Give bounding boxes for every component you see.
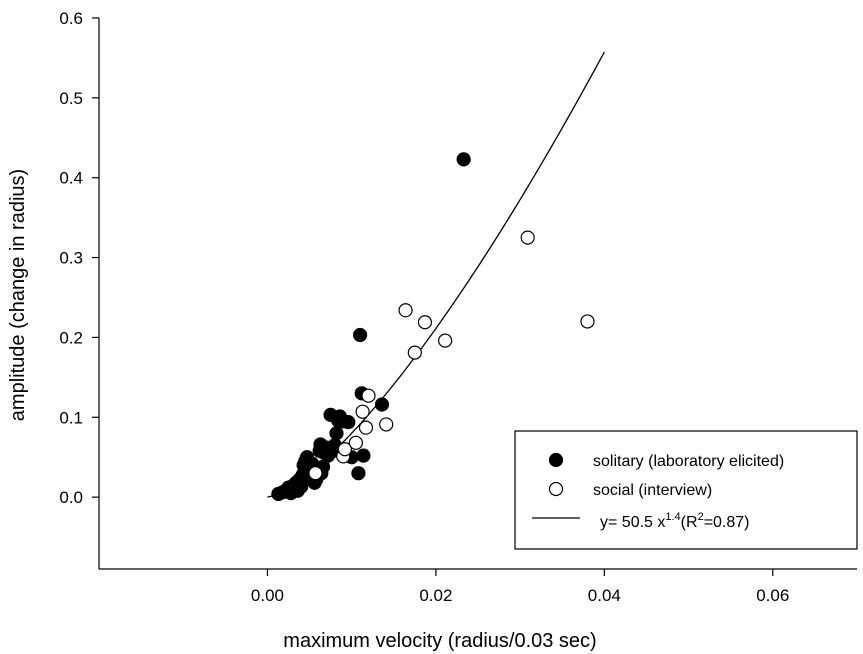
social-point	[348, 435, 363, 450]
x-axis: 0.00 0.02 0.04 0.06	[251, 569, 789, 605]
social-point	[417, 315, 433, 330]
legend-box	[514, 430, 858, 550]
x-tick-label: 0.02	[419, 586, 452, 605]
legend-label-social: social (interview)	[593, 482, 712, 499]
fit-label-r2-value: =0.87)	[704, 514, 750, 531]
y-tick-label: 0.5	[59, 89, 83, 108]
fit-curve-group	[267, 51, 605, 498]
y-tick-label: 0.0	[59, 488, 83, 507]
legend-label-fit: y= 50.5 x1.4(R2=0.87)	[600, 511, 750, 531]
x-axis-title: maximum velocity (radius/0.03 sec)	[283, 630, 596, 652]
plot-area	[98, 18, 857, 570]
fit-label-exponent: 1.4	[665, 511, 680, 523]
solitary-point	[356, 448, 371, 463]
solitary-point	[329, 426, 344, 441]
social-point	[355, 404, 370, 419]
x-tick-label: 0.06	[756, 586, 789, 605]
social-point	[398, 303, 413, 318]
y-tick-label: 0.1	[59, 408, 83, 427]
fit-label-r2-exponent: 2	[698, 511, 704, 523]
social-point	[580, 314, 595, 329]
legend-label-solitary: solitary (laboratory elicited)	[593, 453, 784, 470]
social-point	[520, 230, 535, 245]
data-points	[271, 152, 595, 502]
y-tick-label: 0.2	[59, 328, 83, 347]
y-axis: 0.0 0.1 0.2 0.3 0.4 0.5 0.6	[59, 9, 99, 507]
x-tick-label: 0.00	[251, 586, 284, 605]
social-point	[407, 345, 422, 360]
social-point	[438, 333, 453, 348]
social-point	[361, 388, 376, 403]
social-point	[308, 466, 323, 481]
x-tick-label: 0.04	[588, 586, 621, 605]
y-tick-label: 0.6	[59, 9, 83, 28]
fit-label-r: (R	[681, 514, 698, 531]
legend-marker-social	[548, 481, 564, 497]
solitary-point	[352, 327, 368, 343]
y-tick-label: 0.4	[59, 169, 83, 188]
y-axis-title: amplitude (change in radius)	[7, 169, 29, 421]
social-point	[379, 417, 394, 432]
social-point	[358, 420, 374, 435]
solitary-point	[341, 414, 356, 430]
legend: solitary (laboratory elicited) social (i…	[514, 430, 858, 550]
fit-curve	[267, 51, 605, 498]
fit-label-main: y= 50.5 x	[600, 514, 665, 531]
solitary-point	[456, 152, 471, 167]
social-point	[337, 442, 353, 457]
solitary-point	[374, 397, 390, 412]
solitary-point	[351, 466, 366, 481]
legend-marker-solitary	[548, 452, 564, 468]
y-tick-label: 0.3	[59, 249, 83, 268]
